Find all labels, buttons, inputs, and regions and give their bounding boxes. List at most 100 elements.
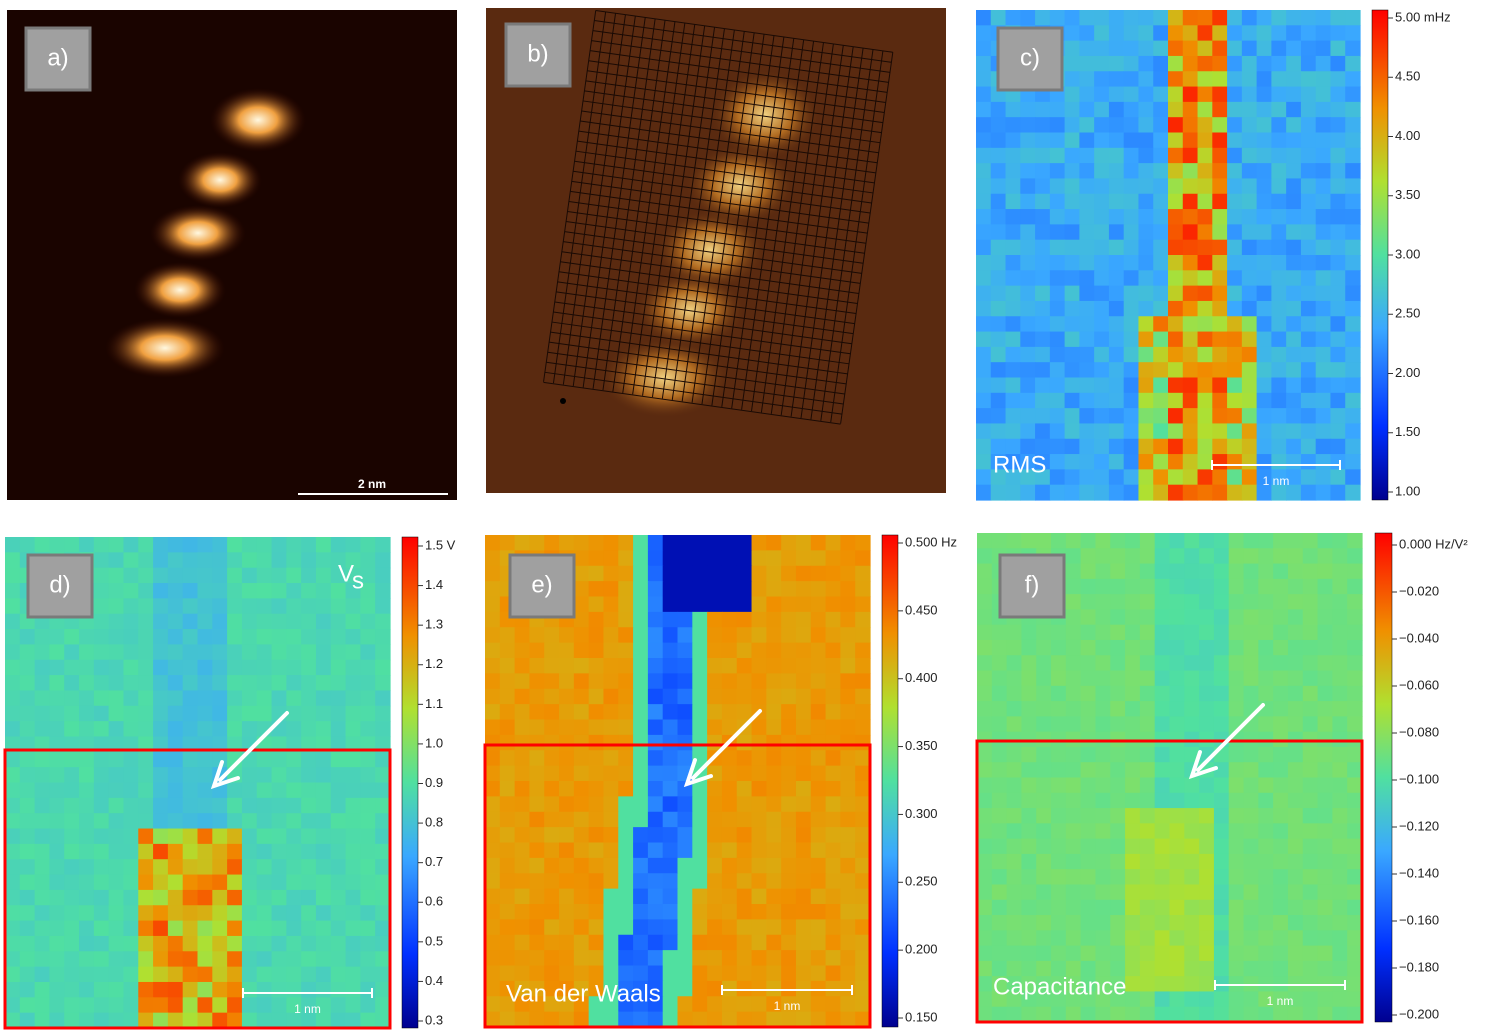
- pixel: [5, 537, 21, 553]
- pixel: [1095, 808, 1111, 824]
- pixel: [241, 721, 258, 738]
- pixel: [360, 767, 376, 784]
- pixel: [301, 767, 317, 784]
- pixel: [1317, 808, 1333, 824]
- pixel: [34, 813, 51, 830]
- pixel: [19, 828, 36, 845]
- pixel: [153, 859, 169, 876]
- pixel: [227, 859, 243, 876]
- pixel: [1243, 808, 1259, 824]
- pixel: [766, 842, 782, 859]
- pixel: [1302, 869, 1319, 886]
- pixel: [559, 765, 575, 782]
- pixel: [1317, 960, 1333, 977]
- pixel: [1064, 346, 1080, 363]
- pixel: [1064, 55, 1080, 72]
- pixel: [1095, 578, 1111, 595]
- pixel: [49, 966, 65, 983]
- pixel: [559, 704, 575, 721]
- pixel: [330, 874, 347, 891]
- pixel: [1184, 808, 1200, 824]
- pixel: [315, 920, 332, 937]
- pixel: [990, 469, 1007, 486]
- pixel: [345, 583, 361, 599]
- pixel: [1332, 624, 1348, 641]
- pixel: [721, 750, 738, 767]
- pixel: [1005, 316, 1021, 333]
- pixel: [1256, 209, 1272, 225]
- pixel: [529, 627, 545, 644]
- pixel: [707, 550, 723, 567]
- pixel: [1273, 1006, 1289, 1023]
- pixel: [79, 797, 95, 814]
- pixel: [360, 966, 376, 983]
- pixel: [241, 705, 258, 722]
- pixel: [1123, 469, 1140, 486]
- pixel: [855, 1011, 871, 1028]
- pixel: [1110, 594, 1126, 611]
- pixel: [736, 781, 753, 797]
- pixel: [1051, 838, 1067, 855]
- pixel: [286, 1012, 302, 1029]
- pixel: [1184, 594, 1200, 611]
- pixel: [79, 644, 95, 661]
- pixel: [810, 1011, 827, 1028]
- pixel: [360, 951, 376, 968]
- pixel: [301, 736, 317, 753]
- pixel: [182, 951, 199, 968]
- pixel: [241, 889, 258, 906]
- pixel: [559, 904, 575, 920]
- grid-line-b: [572, 14, 626, 387]
- pixel: [93, 889, 110, 906]
- pixel: [855, 658, 871, 674]
- pixel: [1035, 362, 1051, 379]
- pixel: [345, 736, 361, 753]
- pixel: [1317, 578, 1333, 595]
- pixel: [544, 688, 560, 705]
- pixel: [1139, 853, 1156, 870]
- colorbar-tick-label: 0.350: [905, 738, 938, 753]
- pixel: [5, 874, 21, 891]
- pixel: [1168, 163, 1184, 180]
- pixel: [153, 721, 169, 738]
- pixel: [1079, 25, 1095, 42]
- pixel: [108, 705, 125, 722]
- pixel: [1256, 163, 1272, 180]
- pixel: [1154, 884, 1171, 901]
- pixel: [721, 965, 738, 982]
- pixel: [227, 721, 243, 738]
- pixel: [1347, 762, 1363, 779]
- pixel: [1243, 670, 1259, 687]
- pixel: [93, 874, 110, 891]
- pixel: [721, 873, 738, 890]
- pixel: [1182, 331, 1199, 348]
- grid-line-b: [577, 140, 875, 184]
- pixel: [360, 1012, 376, 1029]
- pixel: [49, 859, 65, 876]
- pixel: [1197, 469, 1213, 486]
- pixel: [559, 658, 575, 674]
- pixel: [662, 827, 679, 844]
- pixel: [1182, 178, 1199, 195]
- pixel: [1108, 423, 1125, 440]
- pixel: [662, 811, 679, 828]
- pixel: [123, 613, 139, 630]
- pixel: [991, 991, 1008, 1008]
- pixel: [647, 550, 664, 567]
- pixel: [588, 688, 605, 705]
- overlay-label: Van der Waals: [506, 980, 661, 1007]
- pixel: [1271, 316, 1287, 333]
- pixel: [301, 690, 317, 707]
- pixel: [1169, 624, 1185, 641]
- pixel: [1197, 55, 1213, 72]
- pixel: [692, 611, 708, 628]
- pixel: [1064, 377, 1080, 394]
- pixel: [167, 659, 184, 676]
- pixel: [1330, 25, 1346, 42]
- pixel: [108, 690, 125, 707]
- pixel: [1110, 563, 1126, 580]
- pixel: [93, 675, 110, 692]
- pixel: [1302, 670, 1319, 687]
- pixel: [1065, 792, 1082, 809]
- pixel: [795, 550, 812, 567]
